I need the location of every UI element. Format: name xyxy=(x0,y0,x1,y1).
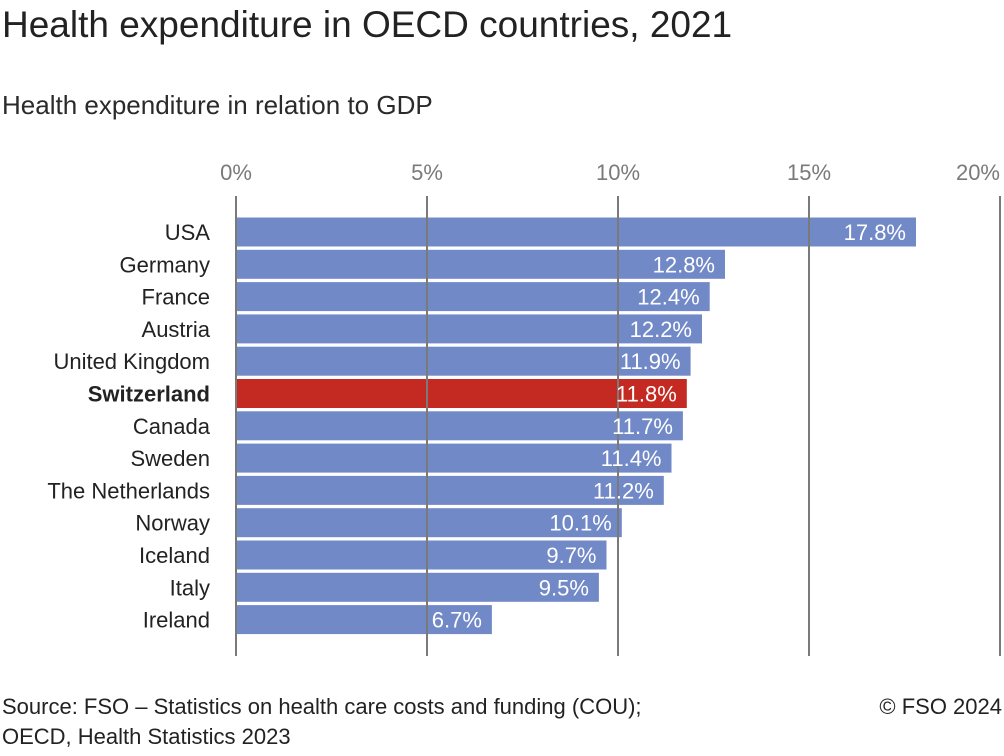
source-note: Source: FSO – Statistics on health care … xyxy=(2,692,642,752)
copyright: © FSO 2024 xyxy=(879,694,1002,719)
bar-usa xyxy=(236,217,916,247)
chart-title: Health expenditure in OECD countries, 20… xyxy=(2,4,733,45)
x-tick-label: 5% xyxy=(411,160,443,185)
category-label: Sweden xyxy=(130,446,210,471)
bar-austria xyxy=(236,314,702,344)
category-label: Norway xyxy=(135,511,210,536)
category-label: Ireland xyxy=(143,608,210,633)
value-label: 12.8% xyxy=(653,252,715,277)
category-label: Germany xyxy=(120,252,210,277)
category-label: Iceland xyxy=(139,543,210,568)
x-tick-label: 15% xyxy=(787,160,831,185)
bar-ireland xyxy=(236,605,492,635)
x-tick-label: 0% xyxy=(220,160,252,185)
bar-sweden xyxy=(236,443,672,473)
value-label: 11.9% xyxy=(620,349,681,374)
bar-france xyxy=(236,282,710,312)
value-label: 11.7% xyxy=(612,414,673,439)
category-label: Austria xyxy=(142,317,211,342)
x-tick-label: 20% xyxy=(956,160,1000,185)
category-label: Italy xyxy=(170,575,210,600)
chart-subtitle: Health expenditure in relation to GDP xyxy=(2,90,433,120)
source-line-1: Source: FSO – Statistics on health care … xyxy=(2,694,642,719)
bar-iceland xyxy=(236,540,607,570)
value-label: 9.7% xyxy=(546,543,596,568)
source-line-2: OECD, Health Statistics 2023 xyxy=(2,724,291,749)
value-label: 6.7% xyxy=(432,608,482,633)
category-label: The Netherlands xyxy=(47,478,210,503)
bar-norway xyxy=(236,508,622,538)
value-label: 11.2% xyxy=(593,478,654,503)
value-label: 9.5% xyxy=(539,575,589,600)
category-label: Switzerland xyxy=(88,382,210,407)
category-label: USA xyxy=(165,220,211,245)
bar-united-kingdom xyxy=(236,346,691,376)
value-label: 11.4% xyxy=(601,446,662,471)
bar-chart: 0% 5% 10% 15% 20% USA 17.8% Germany 12.8% France 1… xyxy=(47,160,1001,656)
value-label: 17.8% xyxy=(844,220,906,245)
category-label: United Kingdom xyxy=(53,349,210,374)
bar-canada xyxy=(236,411,683,441)
value-label: 12.2% xyxy=(630,317,692,342)
x-tick-label: 10% xyxy=(596,160,640,185)
value-label: 10.1% xyxy=(549,511,611,536)
bar-the-netherlands xyxy=(236,475,664,505)
category-label: Canada xyxy=(133,414,211,439)
bar-italy xyxy=(236,572,599,602)
category-label: France xyxy=(142,285,210,310)
bar-switzerland xyxy=(236,379,687,408)
bar-germany xyxy=(236,249,725,279)
value-label: 12.4% xyxy=(637,285,699,310)
value-label: 11.8% xyxy=(616,382,677,407)
